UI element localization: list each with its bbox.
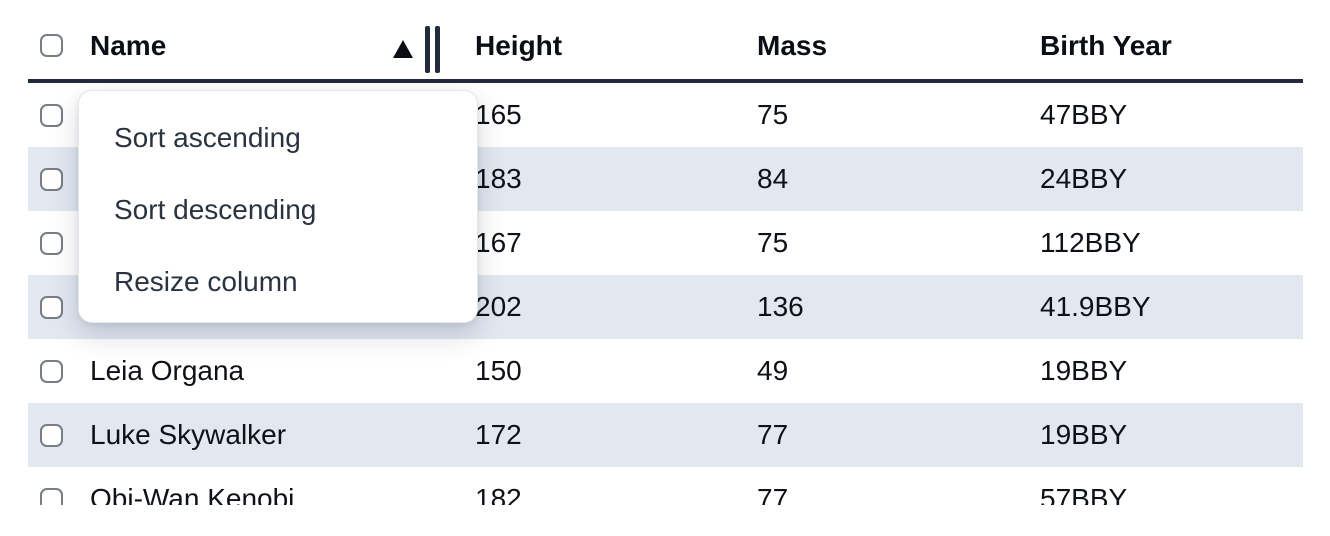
- column-header-height[interactable]: Height: [475, 29, 563, 61]
- resize-bar-icon: [435, 26, 440, 73]
- table-row[interactable]: 167 75 112BBY: [28, 211, 1303, 275]
- cell-mass: 77: [757, 419, 789, 450]
- row-checkbox[interactable]: [40, 487, 63, 505]
- column-header-birth-year[interactable]: Birth Year: [1040, 29, 1172, 61]
- cell-height: 202: [475, 291, 522, 322]
- cell-height: 182: [475, 483, 522, 505]
- cell-name: Obi-Wan Kenobi: [90, 483, 295, 505]
- cell-birth-year: 112BBY: [1040, 227, 1141, 258]
- row-checkbox[interactable]: [40, 423, 63, 447]
- row-checkbox[interactable]: [40, 231, 63, 255]
- cell-birth-year: 41.9BBY: [1040, 291, 1151, 322]
- sort-ascending-icon: [393, 40, 413, 58]
- menu-item-sort-ascending[interactable]: Sort ascending: [114, 122, 301, 153]
- cell-birth-year: 47BBY: [1040, 99, 1128, 130]
- row-checkbox[interactable]: [40, 295, 63, 319]
- column-resize-handle[interactable]: [425, 26, 440, 73]
- table-row[interactable]: Leia Organa 150 49 19BBY: [28, 339, 1303, 403]
- cell-name: Leia Organa: [90, 355, 245, 386]
- table-row[interactable]: 165 75 47BBY: [28, 83, 1303, 147]
- resize-bar-icon: [425, 26, 430, 73]
- cell-height: 150: [475, 355, 522, 386]
- menu-item-resize-column[interactable]: Resize column: [114, 266, 298, 297]
- cell-height: 172: [475, 419, 522, 450]
- cell-height: 165: [475, 99, 522, 130]
- cell-name: Luke Skywalker: [90, 419, 287, 450]
- table-row[interactable]: Luke Skywalker 172 77 19BBY: [28, 403, 1303, 467]
- column-header-name[interactable]: Name: [90, 29, 167, 61]
- table-header-row: Name Height Mass Birth Year: [28, 0, 1303, 83]
- header-checkbox-cell: [28, 34, 90, 57]
- cell-birth-year: 57BBY: [1040, 483, 1128, 505]
- column-header-mass[interactable]: Mass: [757, 29, 828, 61]
- cell-mass: 75: [757, 227, 789, 258]
- cell-birth-year: 19BBY: [1040, 355, 1128, 386]
- select-all-checkbox[interactable]: [40, 34, 63, 57]
- row-checkbox[interactable]: [40, 167, 63, 191]
- table-row[interactable]: Obi-Wan Kenobi 182 77 57BBY: [28, 467, 1303, 505]
- cell-mass: 49: [757, 355, 789, 386]
- row-checkbox[interactable]: [40, 359, 63, 383]
- data-table: Name Height Mass Birth Year 165 75 47BBY…: [28, 0, 1303, 505]
- row-checkbox[interactable]: [40, 103, 63, 127]
- column-context-menu: Sort ascending Sort descending Resize co…: [78, 90, 478, 323]
- cell-mass: 136: [757, 291, 804, 322]
- cell-height: 167: [475, 227, 522, 258]
- cell-mass: 75: [757, 99, 789, 130]
- cell-birth-year: 24BBY: [1040, 163, 1128, 194]
- cell-mass: 77: [757, 483, 789, 505]
- cell-height: 183: [475, 163, 522, 194]
- menu-item-sort-descending[interactable]: Sort descending: [114, 194, 317, 225]
- cell-mass: 84: [757, 163, 789, 194]
- cell-birth-year: 19BBY: [1040, 419, 1128, 450]
